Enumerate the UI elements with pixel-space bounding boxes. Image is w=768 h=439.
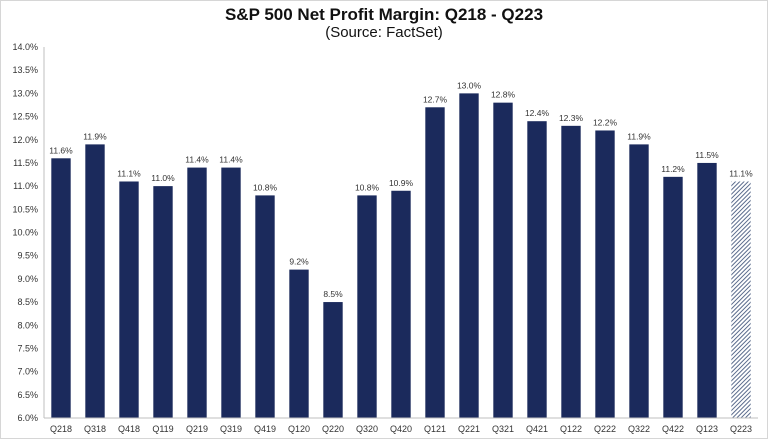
data-label: 11.6% (49, 145, 73, 155)
x-tick-label: Q422 (662, 424, 684, 434)
bar (119, 181, 139, 418)
bar (697, 162, 717, 418)
data-label: 10.9% (389, 178, 414, 188)
x-tick-label: Q319 (220, 424, 242, 434)
bar (595, 130, 615, 418)
x-tick-label: Q418 (118, 424, 140, 434)
y-tick-label: 11.5% (13, 158, 38, 168)
x-tick-label: Q320 (356, 424, 378, 434)
x-tick-label: Q221 (458, 424, 480, 434)
x-tick-label: Q218 (50, 424, 72, 434)
y-tick-label: 12.0% (12, 135, 38, 145)
bar-estimate (731, 181, 751, 418)
data-label: 11.1% (117, 168, 141, 178)
data-labels-group: 11.6% 11.9% 11.1% 11.0% 11.4% 11.4% 10.8% 9.2% 8… (49, 80, 753, 299)
x-tick-label: Q120 (288, 424, 310, 434)
y-tick-label: 11.0% (13, 181, 38, 191)
y-tick-label: 7.0% (17, 367, 38, 377)
bar (527, 121, 547, 418)
data-label: 12.7% (423, 94, 448, 104)
bar (629, 144, 649, 418)
bar (153, 186, 173, 418)
bars-group (51, 93, 751, 419)
data-label: 9.2% (289, 257, 309, 267)
data-label: 8.5% (323, 289, 343, 299)
bar (561, 125, 581, 419)
bar (391, 190, 411, 418)
data-label: 11.1% (729, 168, 753, 178)
y-tick-label: 13.5% (12, 65, 38, 75)
x-tick-label: Q220 (322, 424, 344, 434)
data-label: 12.3% (559, 113, 584, 123)
bar (221, 167, 241, 418)
x-tick-label: Q123 (696, 424, 718, 434)
data-label: 11.2% (661, 164, 685, 174)
data-label: 11.9% (83, 131, 107, 141)
x-tick-label: Q322 (628, 424, 650, 434)
x-tick-label: Q420 (390, 424, 412, 434)
data-label: 11.4% (185, 155, 209, 165)
y-tick-label: 8.5% (17, 297, 38, 307)
bar (493, 102, 513, 419)
x-tick-label: Q222 (594, 424, 616, 434)
x-tick-label: Q321 (492, 424, 514, 434)
data-label: 11.5% (695, 150, 719, 160)
bar (663, 176, 683, 418)
y-tick-label: 6.0% (17, 413, 38, 423)
y-tick-label: 9.5% (17, 251, 38, 261)
y-tick-label: 10.0% (12, 228, 38, 238)
y-tick-label: 7.5% (17, 343, 38, 353)
chart-title: S&P 500 Net Profit Margin: Q218 - Q223 (224, 5, 544, 24)
bar (85, 144, 105, 418)
y-axis: 6.0% 6.5% 7.0% 7.5% 8.0% 8.5% 9.0% 9.5% 10.0% 10.… (12, 42, 45, 423)
x-tick-label: Q122 (560, 424, 582, 434)
data-label: 11.4% (219, 155, 243, 165)
data-label: 10.8% (253, 182, 278, 192)
x-axis: Q218 Q318 Q418 Q119 Q219 Q319 Q419 Q120 Q220 Q320… (44, 417, 758, 434)
chart-subtitle: (Source: FactSet) (325, 24, 443, 41)
bar (255, 195, 275, 418)
y-tick-label: 13.0% (12, 88, 38, 98)
data-label: 13.0% (457, 80, 482, 90)
bar (289, 269, 309, 418)
bar (459, 93, 479, 418)
data-label: 12.4% (525, 108, 550, 118)
data-label: 12.2% (593, 117, 618, 127)
y-tick-label: 14.0% (12, 42, 38, 52)
data-label: 11.9% (627, 131, 651, 141)
data-label: 10.8% (355, 182, 380, 192)
y-tick-label: 6.5% (17, 390, 38, 400)
x-tick-label: Q223 (730, 424, 752, 434)
y-tick-label: 9.0% (17, 274, 38, 284)
bar (187, 167, 207, 418)
x-tick-label: Q121 (424, 424, 446, 434)
x-tick-label: Q318 (84, 424, 106, 434)
bar (357, 195, 377, 418)
y-tick-label: 8.0% (17, 320, 38, 330)
x-tick-label: Q419 (254, 424, 276, 434)
y-tick-label: 12.5% (12, 112, 38, 122)
data-label: 11.0% (151, 173, 175, 183)
bar (323, 302, 343, 418)
x-tick-label: Q219 (186, 424, 208, 434)
y-tick-label: 10.5% (12, 204, 38, 214)
bar (51, 158, 71, 419)
x-tick-label: Q421 (526, 424, 548, 434)
data-label: 12.8% (491, 90, 516, 100)
x-tick-label: Q119 (152, 424, 173, 434)
bar (425, 107, 445, 418)
